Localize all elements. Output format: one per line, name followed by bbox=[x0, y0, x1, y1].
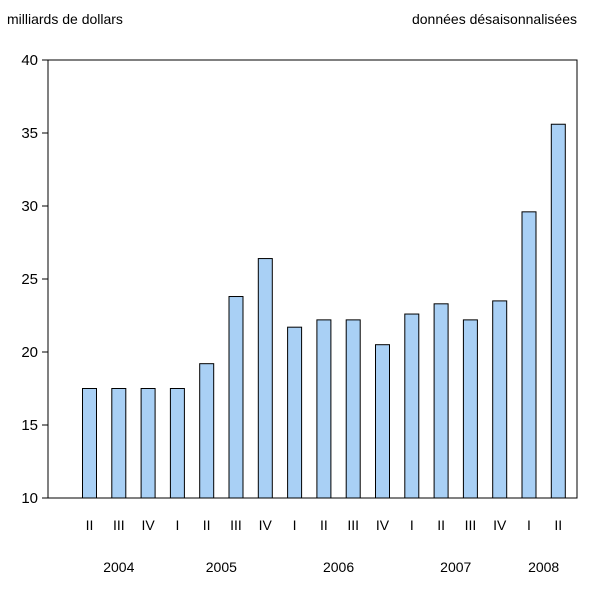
x-tick-label: III bbox=[347, 517, 359, 533]
year-label: 2007 bbox=[440, 559, 471, 575]
chart-subtitle: données désaisonnalisées bbox=[412, 11, 577, 27]
y-axis-unit-label: milliards de dollars bbox=[7, 11, 123, 27]
bar bbox=[521, 211, 537, 499]
y-tick-label: 30 bbox=[21, 198, 38, 215]
x-tick-label: IV bbox=[376, 517, 390, 533]
year-label: 2005 bbox=[206, 559, 237, 575]
bar bbox=[316, 319, 332, 499]
bar bbox=[228, 296, 244, 499]
x-tick-label: II bbox=[437, 517, 445, 533]
bar bbox=[345, 319, 361, 499]
y-tick-label: 25 bbox=[21, 271, 38, 288]
bar bbox=[375, 344, 390, 499]
x-tick-label: II bbox=[554, 517, 562, 533]
y-tick-label: 10 bbox=[21, 490, 38, 507]
bar bbox=[287, 326, 303, 499]
year-label: 2008 bbox=[528, 559, 559, 575]
bar bbox=[169, 388, 185, 499]
x-tick-label: II bbox=[86, 517, 94, 533]
bar bbox=[462, 319, 478, 499]
x-tick-label: IV bbox=[259, 517, 273, 533]
bar bbox=[257, 258, 273, 499]
bar bbox=[111, 388, 127, 499]
bar bbox=[550, 123, 566, 499]
x-tick-label: IV bbox=[141, 517, 155, 533]
y-tick-label: 35 bbox=[21, 125, 38, 142]
x-tick-label: I bbox=[527, 517, 531, 533]
x-tick-label: I bbox=[410, 517, 414, 533]
x-tick-label: III bbox=[230, 517, 242, 533]
y-tick-label: 20 bbox=[21, 344, 38, 361]
x-tick-label: IV bbox=[493, 517, 507, 533]
bar bbox=[433, 303, 449, 499]
year-label: 2004 bbox=[103, 559, 134, 575]
x-tick-label: II bbox=[203, 517, 211, 533]
bar bbox=[492, 300, 508, 499]
bar bbox=[199, 363, 215, 499]
bar bbox=[140, 388, 156, 499]
bar bbox=[404, 313, 420, 499]
y-tick-label: 15 bbox=[21, 417, 38, 434]
y-tick-label: 40 bbox=[21, 52, 38, 69]
x-tick-label: III bbox=[465, 517, 477, 533]
bar bbox=[82, 388, 97, 499]
x-tick-label: I bbox=[175, 517, 179, 533]
x-tick-label: I bbox=[293, 517, 297, 533]
year-label: 2006 bbox=[323, 559, 354, 575]
x-tick-label: III bbox=[113, 517, 125, 533]
x-tick-label: II bbox=[320, 517, 328, 533]
